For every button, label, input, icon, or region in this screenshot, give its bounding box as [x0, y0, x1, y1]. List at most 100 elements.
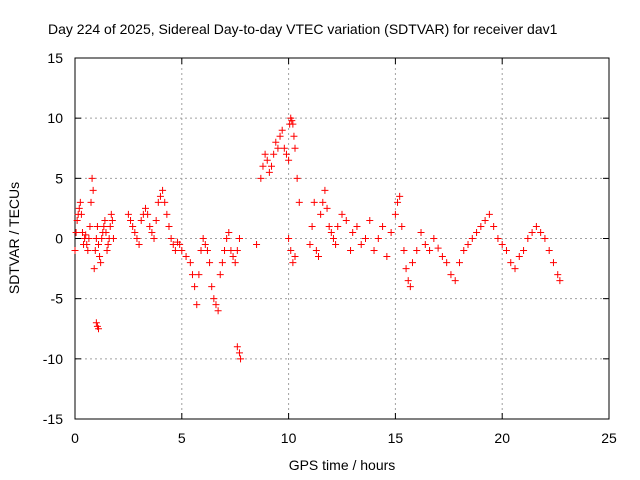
- data-point: [178, 247, 186, 255]
- data-point: [396, 192, 404, 200]
- data-point: [152, 216, 160, 224]
- data-point: [84, 247, 92, 255]
- y-tick-labels: -15 -10 -5 0 5 10 15: [43, 50, 63, 427]
- data-point: [308, 222, 316, 230]
- data-point: [528, 228, 536, 236]
- data-point: [490, 222, 498, 230]
- data-point: [270, 150, 278, 158]
- data-point: [357, 241, 365, 249]
- data-point: [545, 247, 553, 255]
- data-point: [282, 150, 290, 158]
- data-point: [556, 277, 564, 285]
- data-point: [312, 247, 320, 255]
- data-point: [287, 247, 295, 255]
- data-point: [537, 228, 545, 236]
- data-point: [460, 247, 468, 255]
- data-point: [77, 210, 85, 218]
- data-point: [404, 277, 412, 285]
- data-point: [507, 259, 515, 267]
- data-point: [426, 247, 434, 255]
- y-tick-label: 15: [47, 50, 63, 66]
- data-point: [421, 241, 429, 249]
- data-point: [233, 247, 241, 255]
- data-point: [221, 247, 229, 255]
- data-point: [199, 235, 207, 242]
- data-point: [146, 222, 154, 230]
- data-point: [203, 247, 211, 255]
- y-tick-label: 10: [47, 110, 63, 126]
- data-point: [218, 259, 226, 267]
- data-point: [161, 198, 169, 206]
- data-point: [141, 204, 149, 212]
- data-point: [394, 198, 402, 206]
- data-point: [212, 301, 220, 309]
- data-point: [90, 265, 98, 273]
- data-point: [127, 216, 135, 224]
- data-point: [92, 319, 100, 327]
- data-point: [210, 295, 218, 303]
- data-point: [315, 253, 323, 261]
- data-point: [235, 349, 243, 357]
- data-point: [108, 216, 116, 224]
- data-point: [332, 241, 340, 249]
- data-point: [148, 228, 156, 236]
- data-point: [231, 259, 239, 267]
- data-point: [406, 283, 414, 291]
- data-point: [342, 216, 350, 224]
- data-point: [208, 283, 216, 291]
- data-point: [549, 259, 557, 267]
- data-point: [106, 222, 114, 230]
- data-point: [94, 241, 102, 249]
- data-point: [104, 241, 112, 249]
- data-point: [107, 210, 115, 218]
- data-point: [124, 210, 132, 218]
- data-point: [438, 253, 446, 261]
- data-point: [443, 259, 451, 267]
- data-point: [87, 198, 95, 206]
- data-point: [188, 271, 196, 279]
- data-point: [280, 144, 288, 152]
- data-point: [293, 174, 301, 182]
- data-point: [109, 235, 117, 242]
- data-point: [408, 259, 416, 267]
- data-point: [289, 120, 297, 128]
- data-point: [502, 247, 510, 255]
- data-point: [498, 241, 506, 249]
- data-point: [268, 162, 276, 170]
- y-tick-label: -10: [43, 351, 63, 367]
- data-point: [259, 162, 267, 170]
- data-point: [468, 235, 476, 242]
- data-point: [159, 186, 167, 194]
- data-point: [310, 198, 318, 206]
- data-point: [135, 241, 143, 249]
- data-point: [290, 132, 298, 140]
- data-point: [383, 253, 391, 261]
- data-point: [191, 283, 199, 291]
- data-point: [144, 210, 152, 218]
- data-point: [165, 222, 173, 230]
- data-point: [137, 216, 145, 224]
- x-tick-label: 0: [71, 430, 79, 446]
- y-axis-label: SDTVAR / TECUs: [6, 182, 22, 294]
- data-point: [83, 241, 91, 249]
- data-point: [455, 259, 463, 267]
- data-point: [237, 355, 245, 363]
- data-point: [329, 235, 337, 242]
- data-point: [182, 253, 190, 261]
- data-points: [71, 114, 564, 363]
- data-point: [201, 241, 209, 249]
- data-point: [447, 271, 455, 279]
- data-point: [85, 235, 93, 242]
- data-point: [82, 231, 90, 239]
- data-point: [131, 228, 139, 236]
- data-point: [347, 247, 355, 255]
- data-point: [402, 265, 410, 273]
- data-point: [291, 253, 299, 261]
- data-point: [379, 222, 387, 230]
- data-point: [430, 235, 438, 242]
- data-point: [317, 210, 325, 218]
- data-point: [417, 228, 425, 236]
- data-point: [98, 235, 106, 242]
- data-point: [171, 247, 179, 255]
- data-point: [206, 259, 214, 267]
